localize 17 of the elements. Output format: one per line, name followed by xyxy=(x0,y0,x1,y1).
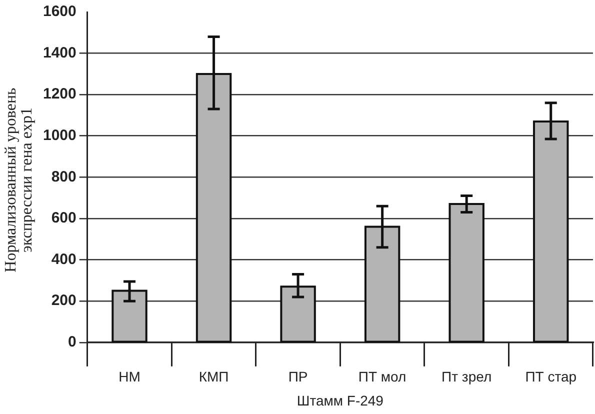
y-tick-label: 200 xyxy=(51,292,76,310)
x-tick-label: ПТ стар xyxy=(525,368,577,385)
y-tick-label: 0 xyxy=(68,334,76,351)
x-tick-label: ПР xyxy=(288,368,308,385)
x-tick-label: Пт зрел xyxy=(442,368,492,385)
y-tick-label: 1400 xyxy=(42,44,76,62)
x-tick-label: КМП xyxy=(198,368,229,385)
x-axis-title: Штамм F-249 xyxy=(296,392,384,408)
y-tick-label: 800 xyxy=(51,168,76,186)
x-tick-label: ПТ мол xyxy=(358,368,406,385)
y-tick-label: 1000 xyxy=(42,127,76,144)
y-tick-label: 1200 xyxy=(42,86,76,103)
x-tick-label: НМ xyxy=(118,368,140,385)
y-axis-title: Нормализованный уровень экспрессии гена exp1 xyxy=(2,86,36,274)
y-tick-label: 600 xyxy=(51,210,76,227)
y-tick-label: 1600 xyxy=(42,3,76,20)
y-tick-label: 400 xyxy=(51,250,76,268)
